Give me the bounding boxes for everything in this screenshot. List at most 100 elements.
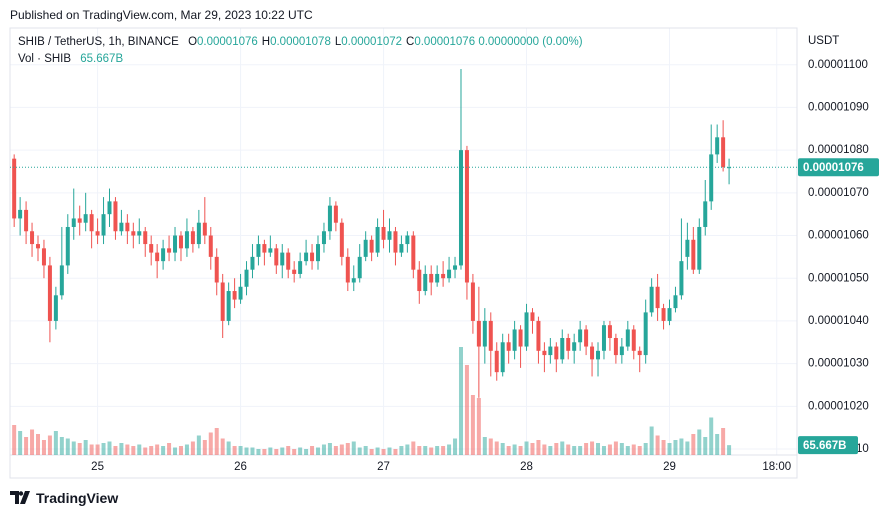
volume-bar [53, 431, 58, 455]
candle-body [244, 269, 249, 287]
candle-body [351, 278, 356, 283]
candle-body [268, 248, 273, 253]
candle-body [161, 248, 166, 262]
volume-bar [727, 445, 732, 455]
x-tick-label: 28 [520, 461, 533, 473]
ohlc-key: C [406, 36, 415, 48]
volume-bar [548, 446, 553, 455]
candle-body [125, 222, 130, 232]
volume-bar [184, 444, 189, 455]
volume-bar [661, 440, 666, 455]
ohlc: O0.00001076 H0.00001078 L0.00001072 C0.0000… [182, 36, 478, 48]
change: 0.00000000 (0.00%) [478, 36, 583, 48]
y-tick-label: 0.00001050 [808, 272, 869, 284]
volume-bar [625, 446, 630, 455]
volume-bar [30, 429, 35, 455]
volume-bar [447, 444, 452, 455]
candle-body [453, 265, 458, 270]
candle-body [715, 137, 720, 155]
y-tick-label: 0.00001080 [808, 144, 869, 156]
volume-bar [71, 441, 76, 455]
footer: TradingView [10, 490, 118, 506]
volume-box [798, 436, 858, 455]
y-tick-label: 0.00001060 [808, 230, 869, 242]
candle-body [149, 244, 154, 253]
candle-body [423, 273, 428, 292]
volume-bar [107, 441, 112, 455]
volume-bar [155, 444, 160, 455]
volume-bar [500, 443, 505, 455]
candle-body [155, 252, 160, 262]
volume-bar [429, 447, 434, 455]
candle-body [178, 235, 183, 249]
candle-body [280, 252, 285, 266]
candle-body [721, 137, 726, 168]
x-tick-label: 26 [234, 461, 247, 473]
volume-bar [542, 444, 547, 455]
volume-bar [453, 438, 458, 455]
candle-body [554, 346, 559, 360]
candle-body [584, 329, 589, 347]
volume-bar [572, 446, 577, 455]
volume-bar [566, 444, 571, 455]
x-tick-label: 18:00 [762, 461, 791, 473]
volume-bar [77, 443, 82, 455]
volume-bar [369, 449, 374, 455]
volume-bar [333, 446, 338, 455]
candle-body [464, 150, 469, 283]
candle-body [631, 329, 636, 351]
ohlc-key: L [334, 36, 342, 48]
candle-body [53, 295, 58, 321]
brand: TradingView [36, 490, 119, 506]
volume-bar [351, 441, 356, 455]
candle-body [387, 231, 392, 240]
volume-bar [226, 441, 231, 455]
candle-body [512, 329, 517, 351]
candle-body [214, 256, 219, 283]
candle-body [560, 338, 565, 360]
candle-body [256, 244, 261, 257]
volume-value-label: 65.667B [803, 440, 846, 452]
volume-bar [637, 446, 642, 455]
candle-body [41, 248, 46, 266]
candle-body [250, 256, 255, 270]
volume-bar [512, 444, 517, 455]
candle-body [458, 150, 463, 266]
candle-body [208, 235, 213, 257]
volume-bar [137, 444, 142, 455]
volume-bar [560, 441, 565, 455]
candle-body [298, 261, 303, 274]
volume-bar [327, 443, 332, 455]
volume-bar [59, 437, 64, 455]
candle-body [447, 269, 452, 279]
volume-bar [619, 443, 624, 455]
volume-bar [530, 443, 535, 455]
published: Published on TradingView.com, Mar 29, 20… [10, 8, 313, 22]
candle-body [566, 338, 571, 351]
candle-body [679, 261, 684, 296]
volume-bar [149, 446, 154, 455]
candle-body [727, 167, 732, 169]
volume-bar [250, 447, 255, 455]
volume-bar [709, 417, 714, 455]
candle-body [304, 252, 309, 262]
candle-body [643, 312, 648, 356]
candle-body [375, 226, 380, 253]
candle-body [286, 252, 291, 270]
volume-bar [697, 429, 702, 455]
volume-bar [649, 426, 654, 455]
volume-bar [304, 449, 309, 455]
candle-body [470, 282, 475, 321]
volume-bar [691, 434, 696, 455]
ohlc-key: H [261, 36, 271, 48]
candle-body [363, 239, 368, 257]
ohlc-value: 0.00001078 [270, 36, 331, 48]
legend-row: SHIB / TetherUS, 1h, BINANCE O0.00001076… [18, 36, 583, 48]
symbol: SHIB / TetherUS, 1h, BINANCE [18, 36, 179, 48]
candle-body [137, 231, 142, 236]
volume-bar [286, 446, 291, 455]
candle-body [310, 252, 315, 262]
candle-body [333, 205, 338, 223]
volume-bar [268, 447, 273, 455]
